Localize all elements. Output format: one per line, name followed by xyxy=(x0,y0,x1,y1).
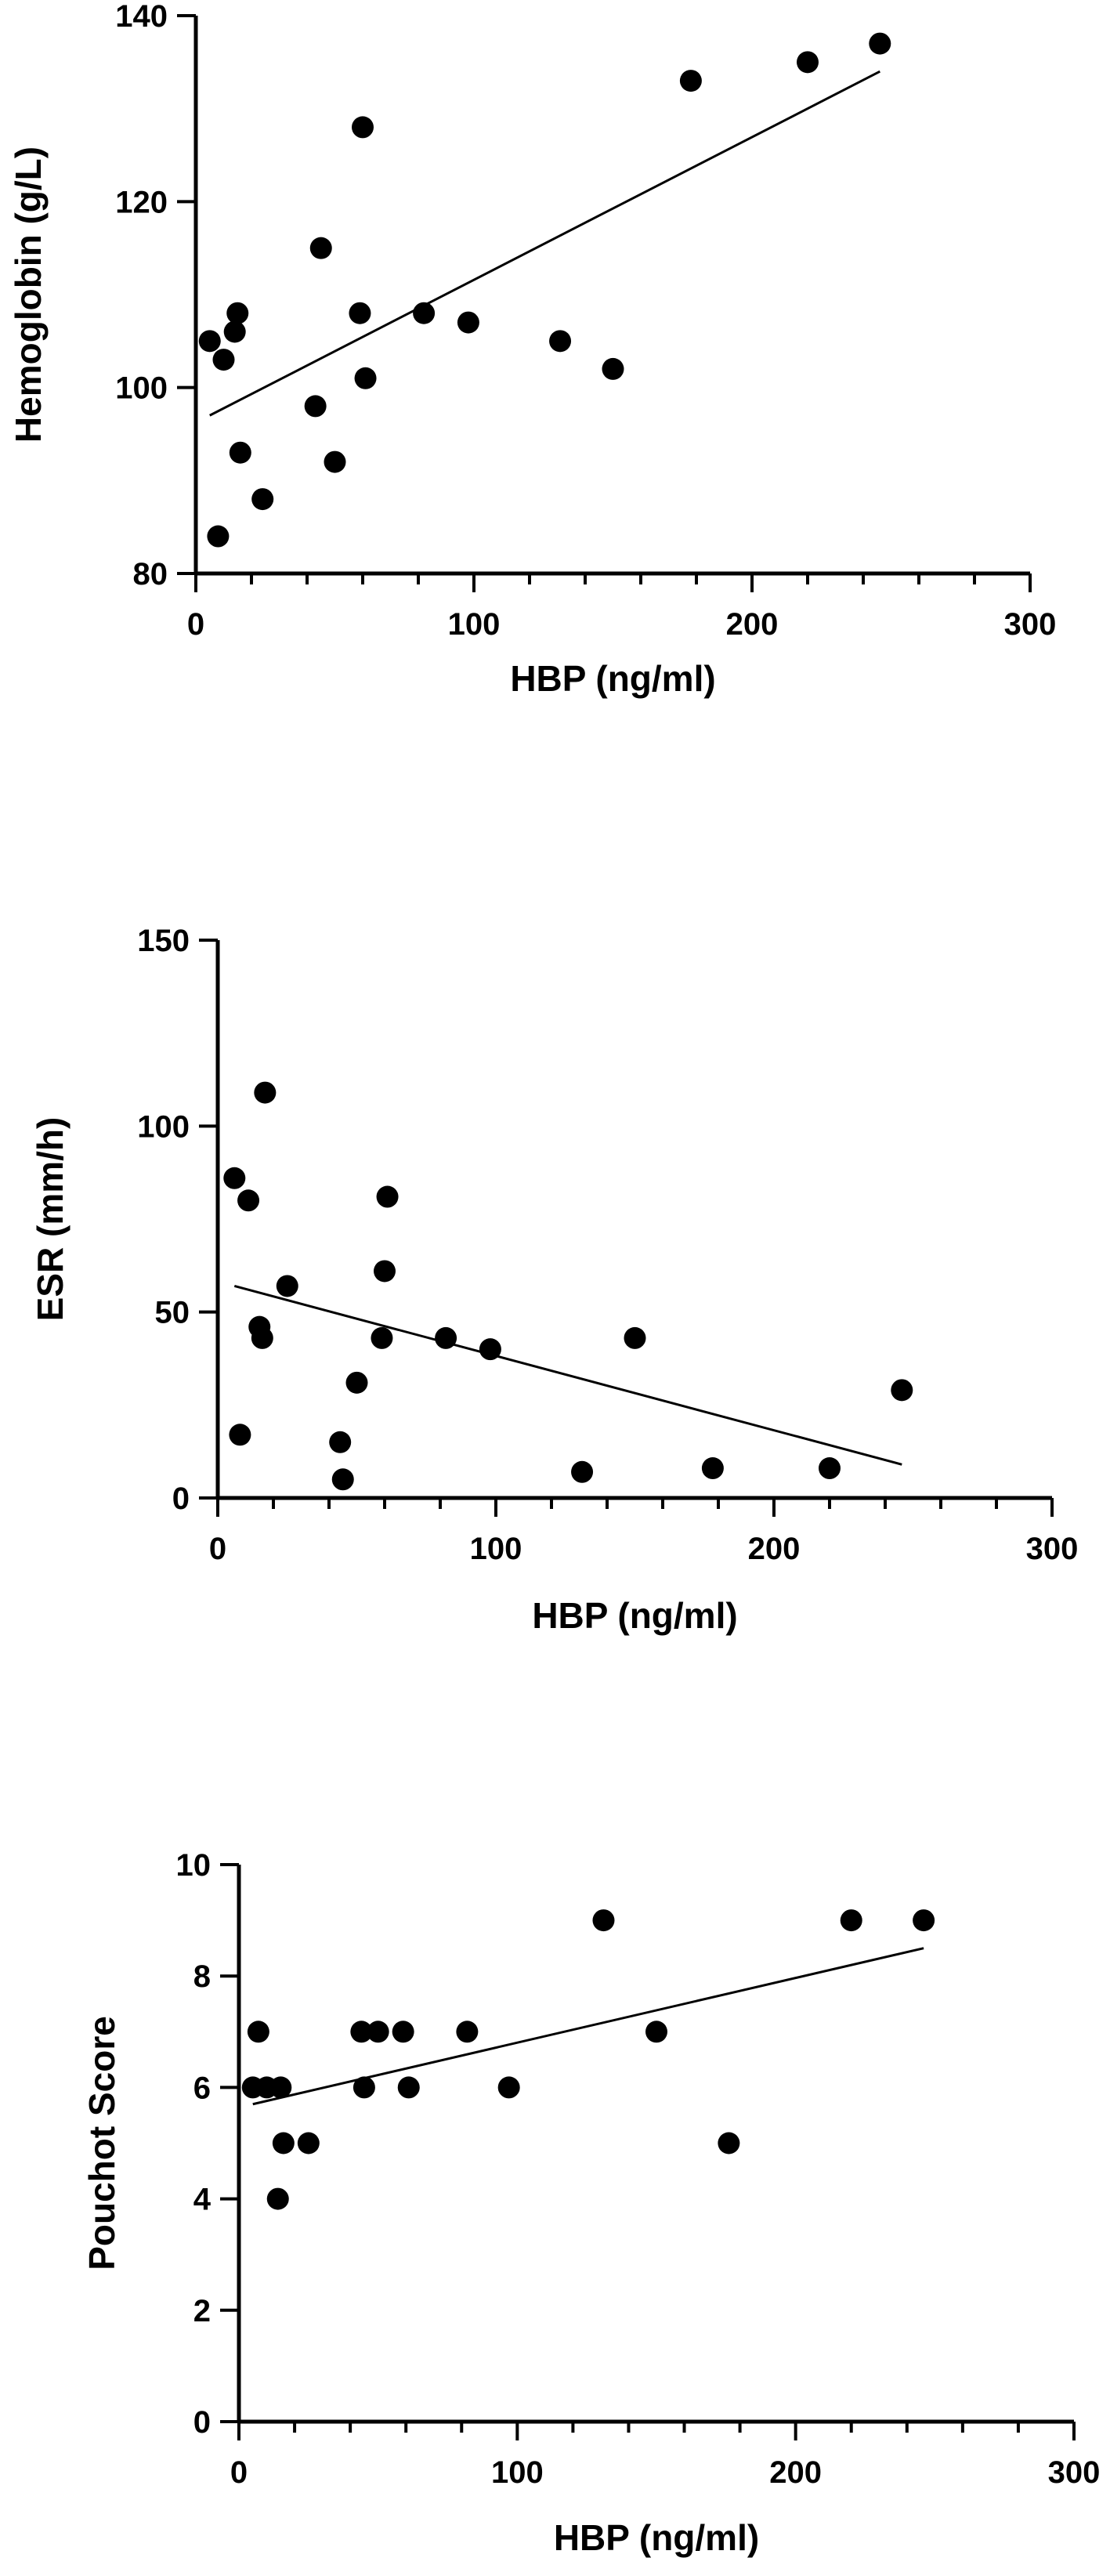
data-point xyxy=(324,450,346,473)
trend-line xyxy=(209,70,880,417)
data-point xyxy=(679,70,702,92)
data-point xyxy=(624,1326,646,1349)
data-point xyxy=(392,2021,414,2043)
data-point xyxy=(645,2021,667,2043)
x-tick-label: 100 xyxy=(491,2455,544,2490)
data-point xyxy=(254,1081,277,1104)
data-point xyxy=(304,395,327,418)
x-tick-label: 100 xyxy=(448,607,501,642)
data-point xyxy=(251,488,274,511)
data-point xyxy=(571,1460,594,1483)
y-tick-label: 8 xyxy=(193,1959,211,1994)
data-point xyxy=(602,357,624,380)
data-point xyxy=(376,1185,399,1208)
data-point xyxy=(413,302,436,324)
y-axis-label: ESR (mm/h) xyxy=(30,1117,71,1322)
data-point xyxy=(237,1189,260,1212)
data-point xyxy=(207,525,230,548)
data-point xyxy=(297,2132,320,2155)
data-point xyxy=(913,1909,935,1932)
y-tick-label: 0 xyxy=(172,1482,190,1516)
data-point xyxy=(367,2021,389,2043)
data-point xyxy=(456,2021,479,2043)
data-point xyxy=(374,1260,396,1283)
data-point xyxy=(797,51,819,74)
data-point xyxy=(354,367,377,389)
data-point xyxy=(251,1326,273,1349)
y-tick-label: 10 xyxy=(176,1848,212,1883)
data-point xyxy=(435,1326,457,1349)
data-point xyxy=(371,1326,393,1349)
y-tick-label: 150 xyxy=(137,924,190,958)
data-point xyxy=(497,2076,520,2099)
y-tick-label: 4 xyxy=(193,2183,212,2217)
x-tick-label: 200 xyxy=(726,607,779,642)
data-point xyxy=(457,311,479,334)
y-tick-label: 6 xyxy=(193,2071,211,2105)
x-axis-label: HBP (ng/ml) xyxy=(510,658,715,699)
y-tick-label: 2 xyxy=(193,2294,211,2328)
data-point xyxy=(269,2076,292,2099)
data-point xyxy=(331,1468,354,1491)
data-point xyxy=(891,1379,913,1402)
y-tick-label: 80 xyxy=(133,557,168,592)
y-tick-label: 100 xyxy=(137,1109,190,1144)
data-point xyxy=(309,237,332,259)
x-tick-label: 300 xyxy=(1048,2455,1101,2490)
data-point xyxy=(718,2132,740,2155)
y-axis-label: Hemoglobin (g/L) xyxy=(8,147,49,443)
data-point xyxy=(276,1275,298,1297)
data-point xyxy=(266,2187,289,2210)
y-tick-label: 0 xyxy=(193,2405,211,2440)
data-point xyxy=(223,320,246,343)
data-point xyxy=(345,1371,368,1394)
data-point xyxy=(352,116,374,139)
x-tick-label: 0 xyxy=(209,1532,226,1566)
chart-panel-3: 0 100 200 300 0 2 4 6 8 10 HBP (ng/ml) Pouchot Scor… xyxy=(81,1848,1100,2558)
y-tick-label: 100 xyxy=(115,371,168,406)
data-point xyxy=(592,1909,615,1932)
x-tick-label: 300 xyxy=(1026,1532,1079,1566)
data-point xyxy=(226,302,249,324)
y-tick-label: 120 xyxy=(115,185,168,219)
data-point xyxy=(549,330,572,353)
y-axis-label: Pouchot Score xyxy=(81,2016,122,2270)
data-point xyxy=(223,1167,246,1189)
trend-line xyxy=(233,1284,902,1466)
data-point xyxy=(229,441,251,464)
data-point xyxy=(353,2076,375,2099)
data-point xyxy=(397,2076,420,2099)
x-tick-label: 100 xyxy=(470,1532,522,1566)
data-point xyxy=(272,2132,295,2155)
data-point xyxy=(329,1431,352,1453)
x-axis-label: HBP (ng/ml) xyxy=(532,1595,737,1636)
data-point xyxy=(869,32,891,55)
data-point xyxy=(198,330,221,353)
y-tick-label: 140 xyxy=(115,0,168,34)
data-point xyxy=(819,1457,841,1480)
x-axis-label: HBP (ng/ml) xyxy=(554,2517,759,2558)
y-tick-label: 50 xyxy=(155,1296,190,1330)
data-point xyxy=(840,1909,862,1932)
data-point xyxy=(479,1338,501,1361)
x-tick-label: 300 xyxy=(1004,607,1057,642)
chart-panel-1: 0 100 200 300 80 100 120 140 HBP (ng/ml) Hemoglob… xyxy=(8,0,1056,699)
x-tick-label: 200 xyxy=(748,1532,801,1566)
data-point xyxy=(212,349,235,371)
x-tick-label: 0 xyxy=(187,607,204,642)
data-point xyxy=(229,1424,251,1446)
data-point xyxy=(349,302,371,324)
x-tick-label: 0 xyxy=(230,2455,248,2490)
data-point xyxy=(350,2021,373,2043)
data-point xyxy=(247,2021,269,2043)
data-point xyxy=(701,1457,724,1480)
chart-panel-2: 0 100 200 300 0 50 100 150 HBP (ng/ml) ESR (mm/h) xyxy=(30,924,1078,1636)
x-tick-label: 200 xyxy=(769,2455,822,2490)
